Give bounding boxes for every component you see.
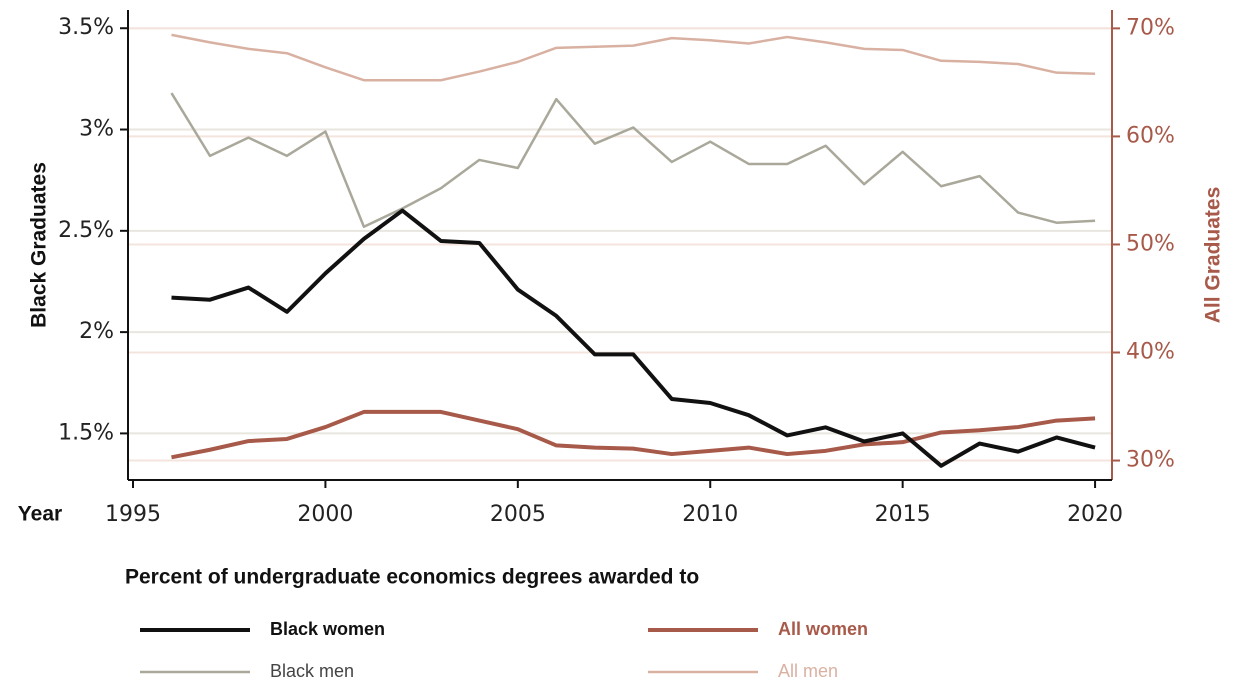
y-tick-label: 3.5% <box>58 15 114 40</box>
line-series <box>171 409 1096 460</box>
y2-tick-label: 70% <box>1126 15 1175 40</box>
x-tick-label: 2000 <box>297 502 353 527</box>
line-series <box>170 92 1096 229</box>
y-axis-label: Black Graduates <box>28 162 51 328</box>
y2-tick-label: 40% <box>1126 340 1175 365</box>
x-tick-label: 1995 <box>105 502 161 527</box>
line-series <box>171 208 1096 468</box>
y2-tick-label: 30% <box>1126 448 1175 473</box>
y-tick-label: 2% <box>79 319 114 344</box>
legend-title: Percent of undergraduate economics degre… <box>125 566 699 589</box>
x-tick-label: 2010 <box>682 502 738 527</box>
x-tick-label: 2005 <box>490 502 546 527</box>
y2-axis-label: All Graduates <box>1202 187 1225 324</box>
y-tick-label: 3% <box>79 117 114 142</box>
legend-label: Black women <box>270 619 385 639</box>
legend-label: All women <box>778 619 868 639</box>
x-tick-label: 2020 <box>1067 502 1123 527</box>
x-axis-label: Year <box>18 503 62 526</box>
legend-label: Black men <box>270 661 354 681</box>
y-tick-label: 2.5% <box>58 218 114 243</box>
line-series <box>171 33 1096 82</box>
y2-tick-label: 50% <box>1126 231 1175 256</box>
y-tick-label: 1.5% <box>58 420 114 445</box>
y2-tick-label: 60% <box>1126 123 1175 148</box>
x-tick-label: 2015 <box>875 502 931 527</box>
legend-label: All men <box>778 661 838 681</box>
